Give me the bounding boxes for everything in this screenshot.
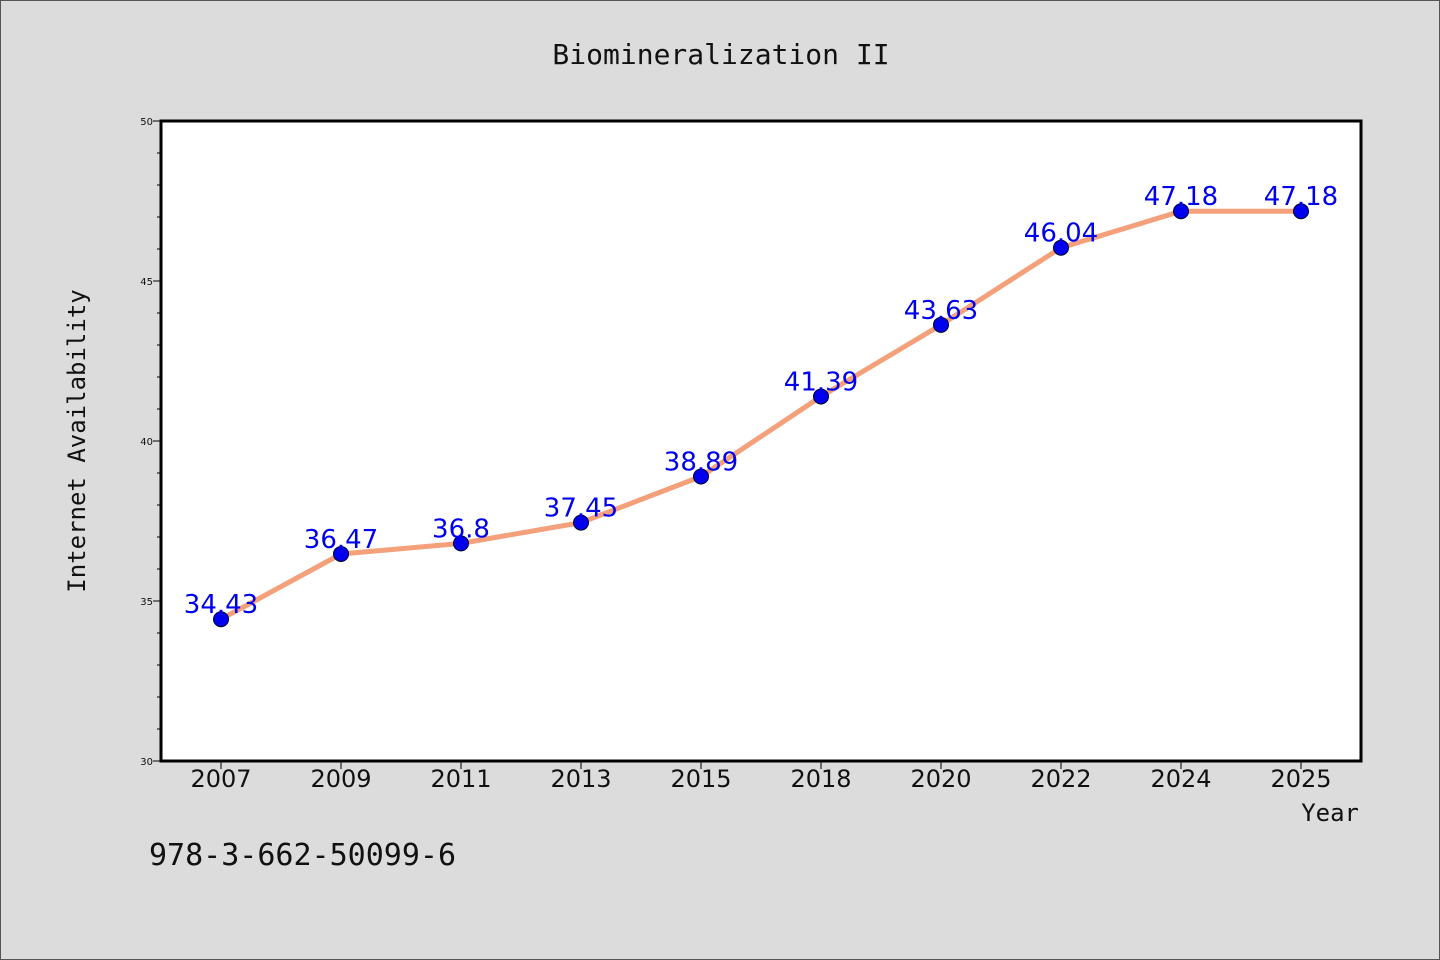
plot-area	[161, 121, 1361, 761]
data-point-label: 36.47	[304, 525, 378, 555]
data-point-marker	[933, 316, 949, 333]
series-line	[218, 208, 1304, 622]
data-point-marker	[1293, 203, 1309, 220]
data-point-marker	[693, 468, 709, 485]
data-point-marker	[573, 514, 589, 531]
data-point-marker	[453, 535, 469, 552]
x-tick-label: 2015	[670, 765, 731, 793]
x-tick-label: 2013	[550, 765, 611, 793]
x-tick-label: 2007	[190, 765, 251, 793]
data-point-marker	[333, 545, 349, 562]
y-tick-label: 50	[140, 117, 153, 128]
data-point-marker	[1173, 203, 1189, 220]
x-tick-label: 2018	[790, 765, 851, 793]
y-tick-label: 40	[140, 437, 153, 448]
data-point-label: 43.63	[904, 296, 978, 326]
y-tick-label: 45	[140, 277, 153, 288]
data-point-label: 47.18	[1144, 182, 1218, 212]
series-markers	[213, 203, 1309, 628]
footer-isbn-text: 978-3-662-50099-6	[149, 838, 456, 873]
x-tick-label: 2011	[430, 765, 491, 793]
y-axis-label: Internet Availability	[63, 289, 91, 592]
x-tick-label: 2009	[310, 765, 371, 793]
data-point-label: 46.04	[1024, 219, 1098, 249]
plot-frame	[159, 119, 1363, 763]
data-point-label: 47.18	[1264, 182, 1338, 212]
data-point-label: 34.43	[184, 590, 258, 620]
data-point-label: 37.45	[544, 494, 618, 524]
x-axis-label: Year	[1301, 799, 1359, 827]
y-tick-label: 35	[140, 597, 153, 608]
series-line-layer	[218, 208, 1304, 622]
chart-title: Biomineralization II	[552, 38, 889, 71]
data-point-marker	[813, 388, 829, 405]
y-tick-label: 30	[140, 757, 153, 768]
x-tick-label: 2025	[1270, 765, 1331, 793]
data-labels: 34.43 36.47 36.8 37.45 38.89 41.39 43.63 46.04 4…	[184, 182, 1338, 620]
data-point-label: 38.89	[664, 448, 738, 478]
axis-ticks: 30 35 40 45 50 2007 2009 2011 2013 2015 2018 2020 20…	[140, 117, 1331, 793]
data-point-label: 36.8	[432, 514, 490, 544]
x-tick-label: 2024	[1150, 765, 1211, 793]
x-tick-label: 2020	[910, 765, 971, 793]
x-tick-label: 2022	[1030, 765, 1091, 793]
data-point-marker	[213, 611, 229, 628]
data-point-marker	[1053, 239, 1069, 256]
data-point-label: 41.39	[784, 368, 858, 398]
